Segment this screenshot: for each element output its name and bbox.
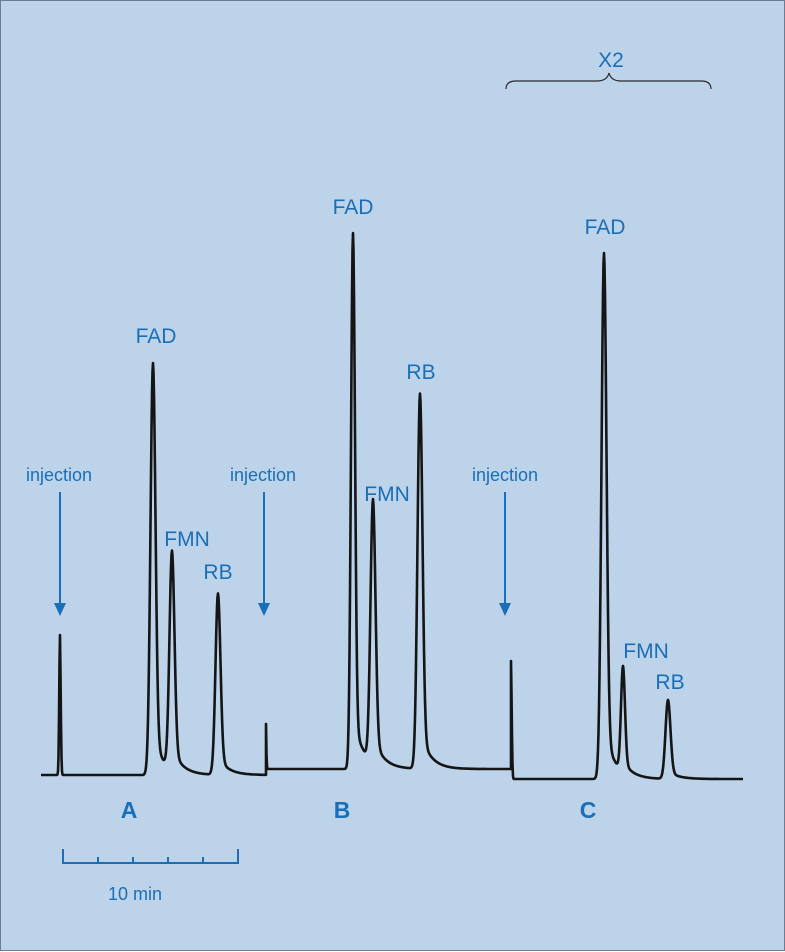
run-label-b: B [334,797,351,823]
peak-label-b-rb: RB [406,361,435,384]
injection-label-a: injection [26,465,92,485]
run-label-a: A [121,797,138,823]
chromatogram-trace [40,231,744,781]
injection-arrowhead-a [54,603,66,616]
scale-bar-line [62,849,239,864]
peak-label-c-fad: FAD [585,216,626,239]
magnification-brace [505,72,712,90]
run-label-c: C [580,797,597,823]
injection-arrowhead-c [499,603,511,616]
peak-label-b-fad: FAD [333,196,374,219]
peak-label-a-rb: RB [203,561,232,584]
magnification-label: X2 [598,49,624,72]
injection-label-c: injection [472,465,538,485]
peak-label-c-fmn: FMN [623,640,669,663]
peak-label-a-fmn: FMN [164,528,210,551]
time-scale-bar [62,849,239,864]
injection-arrowhead-b [258,603,270,616]
injection-label-b: injection [230,465,296,485]
peak-label-b-fmn: FMN [364,483,410,506]
time-scale-label: 10 min [108,884,162,904]
peak-label-a-fad: FAD [136,325,177,348]
peak-label-c-rb: RB [655,671,684,694]
